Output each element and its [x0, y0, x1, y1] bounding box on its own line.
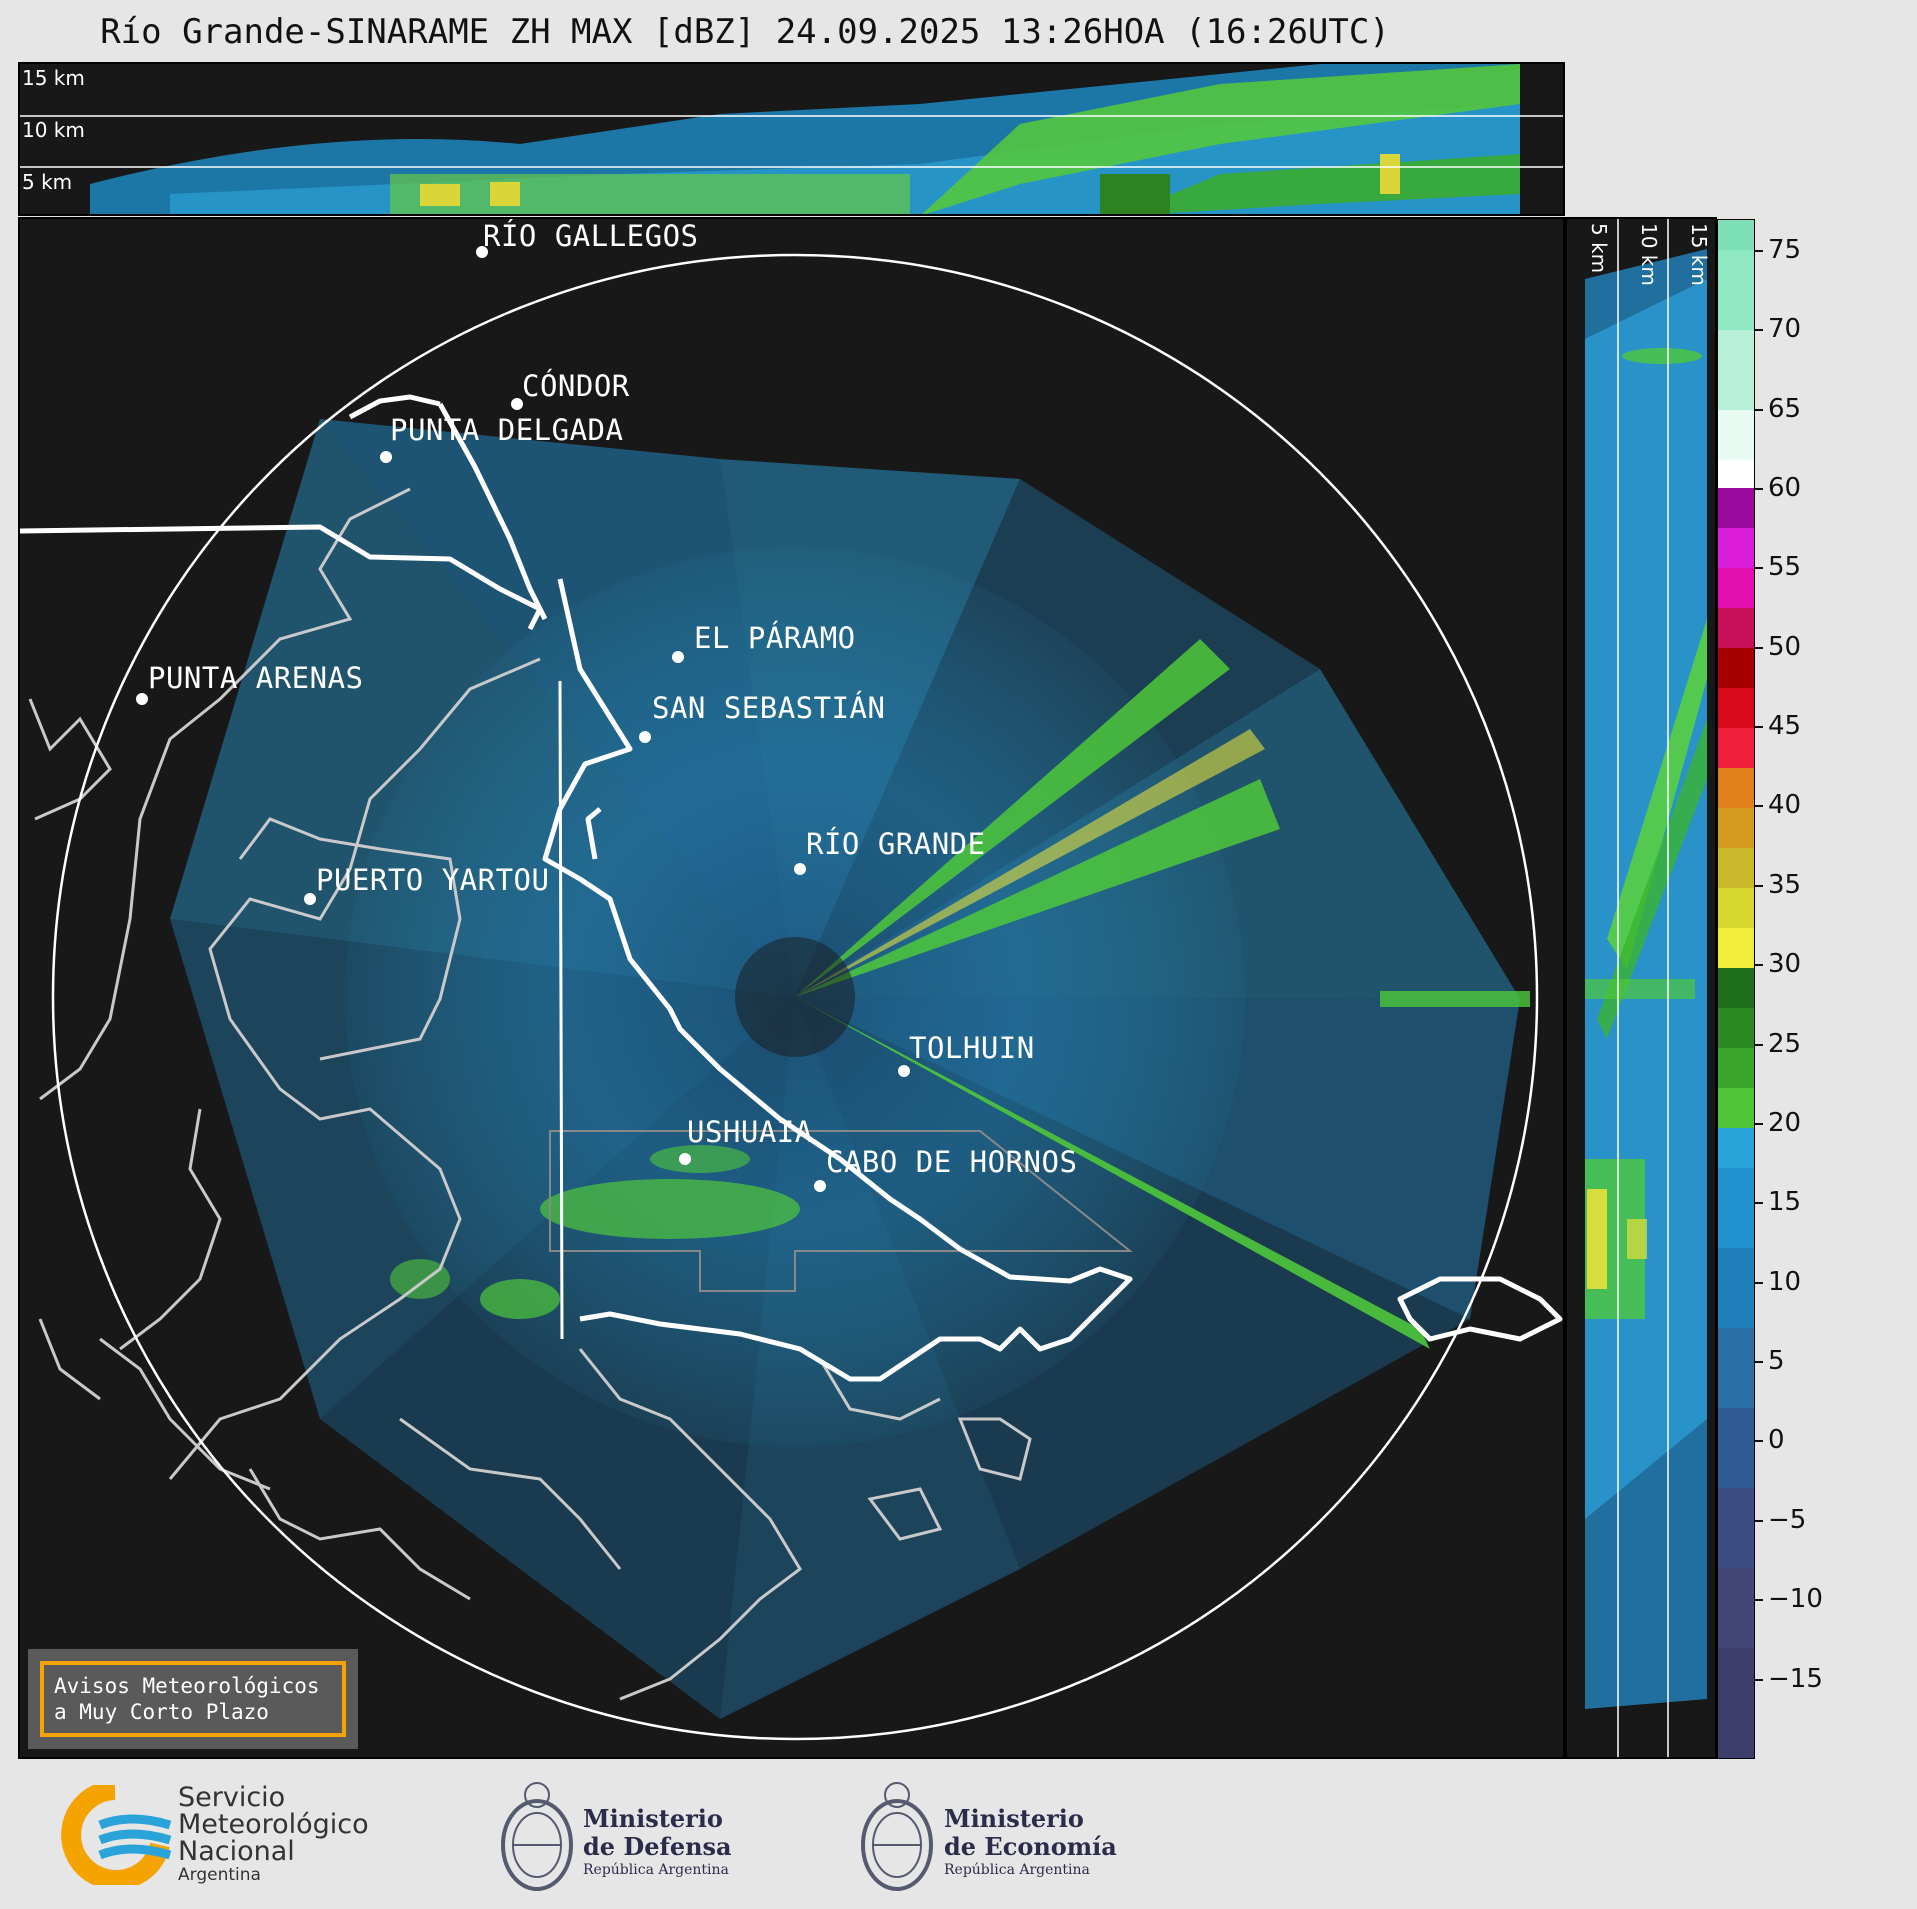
city-label-san-sebastian: SAN SEBASTIÁN [652, 691, 886, 725]
colorbar-tick [1755, 884, 1763, 887]
colorbar-label: −5 [1768, 1504, 1807, 1535]
colorbar-tick [1755, 487, 1763, 490]
colorbar-tick [1755, 964, 1763, 967]
page-title: Río Grande-SINARAME ZH MAX [dBZ] 24.09.2… [100, 12, 1390, 52]
notice-line-1: Avisos Meteorológicos [54, 1674, 320, 1698]
city-label-punta-delgada: PUNTA DELGADA [390, 413, 624, 447]
colorbar-label: 15 [1768, 1187, 1802, 1218]
argentina-chile-border-line [558, 680, 564, 1340]
colorbar-label: 30 [1768, 949, 1802, 980]
colorbar-tick [1755, 408, 1763, 411]
smn-line-1: Servicio [178, 1782, 286, 1813]
defensa-line-2: de Defensa [583, 1832, 732, 1861]
smn-logo-icon [61, 1785, 172, 1885]
top-altitude-5km: 5 km [22, 170, 73, 194]
economia-line-1: Ministerio [944, 1804, 1084, 1833]
city-label-condor: CÓNDOR [522, 369, 630, 403]
side-altitude-10km: 10 km [1637, 223, 1661, 286]
smn-line-2: Meteorológico [178, 1809, 369, 1840]
radar-map [20, 246, 1563, 1741]
warning-notice-border: Avisos Meteorológicos a Muy Corto Plazo [40, 1661, 346, 1737]
defensa-line-3: República Argentina [583, 1862, 729, 1878]
side-altitude-15km: 15 km [1687, 223, 1711, 286]
top-altitude-15km: 15 km [22, 66, 85, 90]
colorbar-tick [1755, 1519, 1763, 1522]
radar-echoes [170, 419, 1530, 1719]
colorbar-tick [1755, 249, 1763, 252]
colorbar-tick [1755, 329, 1763, 332]
city-label-puerto-yartou: PUERTO YARTOU [316, 863, 550, 897]
coastlines [28, 487, 1032, 1701]
colorbar-label: 70 [1768, 314, 1802, 345]
colorbar-tick [1755, 1122, 1763, 1125]
colorbar-label: 35 [1768, 869, 1802, 900]
city-label-cabo-de-hornos: CABO DE HORNOS [826, 1145, 1078, 1179]
top-altitude-10km: 10 km [22, 118, 85, 142]
department-boundary [549, 1130, 1133, 1292]
colorbar-tick [1755, 646, 1763, 649]
colorbar-label: 50 [1768, 631, 1802, 662]
defensa-logo-text: Ministerio de Defensa República Argentin… [583, 1805, 732, 1879]
warning-notice-box[interactable]: Avisos Meteorológicos a Muy Corto Plazo [28, 1649, 358, 1749]
colorbar-label: 25 [1768, 1028, 1802, 1059]
economia-line-2: de Economía [944, 1832, 1117, 1861]
defensa-line-1: Ministerio [583, 1804, 723, 1833]
side-altitude-5km: 5 km [1587, 223, 1611, 274]
colorbar-label: 0 [1768, 1425, 1785, 1456]
colorbar-tick [1755, 1202, 1763, 1205]
national-borders [20, 394, 1563, 1382]
city-label-ushuaia: USHUAIA [687, 1115, 813, 1149]
colorbar-label: −10 [1768, 1584, 1823, 1615]
colorbar-label: 65 [1768, 393, 1802, 424]
colorbar-tick [1755, 805, 1763, 808]
city-label-rio-gallegos: RÍO GALLEGOS [483, 219, 699, 253]
colorbar-label: 5 [1768, 1346, 1785, 1377]
city-label-el-paramo: EL PÁRAMO [694, 621, 856, 655]
smn-line-3: Nacional [178, 1836, 295, 1867]
colorbar-label: 60 [1768, 472, 1802, 503]
city-label-punta-arenas: PUNTA ARENAS [148, 661, 364, 695]
colorbar-tick [1755, 1361, 1763, 1364]
radar-map-panel: RÍO GALLEGOS CÓNDOR PUNTA DELGADA EL PÁR… [18, 217, 1565, 1759]
defensa-seal-icon [501, 1782, 573, 1891]
notice-line-2: a Muy Corto Plazo [54, 1700, 269, 1724]
dbz-colorbar [1717, 219, 1755, 1759]
colorbar-tick [1755, 1599, 1763, 1602]
top-cross-section-panel: 15 km 10 km 5 km [18, 62, 1565, 216]
economia-logo-text: Ministerio de Economía República Argenti… [944, 1805, 1117, 1879]
colorbar-label: 10 [1768, 1266, 1802, 1297]
colorbar-tick [1755, 567, 1763, 570]
colorbar-label: 20 [1768, 1107, 1802, 1138]
smn-line-4: Argentina [178, 1865, 261, 1885]
city-label-rio-grande: RÍO GRANDE [806, 827, 986, 861]
radar-range-ring [51, 253, 1539, 1741]
colorbar-tick [1755, 1440, 1763, 1443]
colorbar-tick [1755, 726, 1763, 729]
colorbar-label: −15 [1768, 1663, 1823, 1694]
colorbar-tick [1755, 1043, 1763, 1046]
colorbar-tick [1755, 1678, 1763, 1681]
side-cross-section-echoes [1585, 219, 1707, 1757]
top-cross-section-echoes [20, 64, 1563, 214]
colorbar-label: 45 [1768, 711, 1802, 742]
colorbar-label: 55 [1768, 552, 1802, 583]
smn-logo-text: Servicio Meteorológico Nacional Argentin… [178, 1784, 369, 1885]
colorbar-tick [1755, 1281, 1763, 1284]
colorbar-label: 75 [1768, 234, 1802, 265]
city-label-tolhuin: TOLHUIN [909, 1031, 1035, 1065]
economia-seal-icon [861, 1782, 933, 1891]
colorbar-label: 40 [1768, 790, 1802, 821]
city-markers [136, 246, 910, 1192]
economia-line-3: República Argentina [944, 1862, 1090, 1878]
side-cross-section-panel: 5 km 10 km 15 km [1565, 217, 1717, 1759]
